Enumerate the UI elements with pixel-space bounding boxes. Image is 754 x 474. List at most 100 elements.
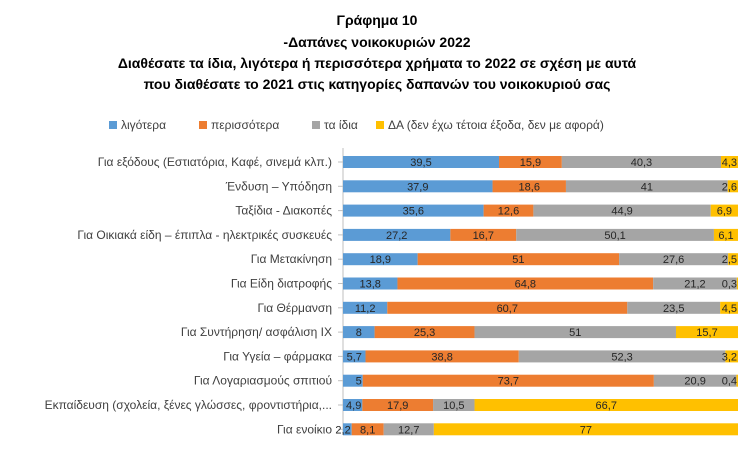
bar-0-8 xyxy=(343,350,366,363)
data-label-3-7: 15,7 xyxy=(696,327,717,339)
category-label-10: Εκπαίδευση (σχολεία, ξένες γλώσσες, φρον… xyxy=(45,398,332,412)
data-label-0-0: 39,5 xyxy=(410,157,431,169)
legend-label-0: λιγότερα xyxy=(121,118,166,132)
bar-3-4 xyxy=(728,253,738,266)
bar-3-2 xyxy=(710,204,738,217)
data-label-0-1: 37,9 xyxy=(407,181,428,193)
category-label-2: Ταξίδια - Διακοπές xyxy=(235,204,332,218)
bar-2-9 xyxy=(653,374,737,387)
bar-2-3 xyxy=(516,228,714,241)
data-label-0-9: 5 xyxy=(356,376,362,388)
legend-swatch-2 xyxy=(312,121,320,129)
data-label-2-5: 21,2 xyxy=(684,279,705,291)
data-label-0-8: 5,7 xyxy=(347,351,362,363)
bar-3-10 xyxy=(474,399,738,411)
bar-2-8 xyxy=(518,350,726,363)
bar-3-1 xyxy=(727,180,738,193)
legend-swatch-0 xyxy=(109,121,117,129)
bar-0-3 xyxy=(343,228,451,241)
bar-2-11 xyxy=(383,423,434,436)
data-label-3-3: 6,1 xyxy=(718,230,733,242)
category-label-9: Για Λογαριασμούς σπιτιού xyxy=(194,374,332,388)
data-label-1-9: 73,7 xyxy=(498,376,519,388)
data-label-1-3: 16,7 xyxy=(473,230,494,242)
data-label-3-9: 0,4 xyxy=(722,376,737,388)
bar-3-5 xyxy=(736,277,738,290)
bar-1-3 xyxy=(450,228,517,241)
category-label-1: Ένδυση – Υπόδηση xyxy=(225,179,332,193)
bar-0-1 xyxy=(343,180,493,193)
legend-swatch-1 xyxy=(199,121,207,129)
bar-0-4 xyxy=(343,253,418,266)
category-label-0: Για εξόδους (Εστιατόρια, Καφέ, σινεμά κλ… xyxy=(98,155,332,169)
data-label-2-3: 50,1 xyxy=(604,230,625,242)
chart-title-line-3: Διαθέσατε τα ίδια, λιγότερα ή περισσότερ… xyxy=(117,55,637,71)
legend-label-1: περισσότερα xyxy=(211,118,279,132)
data-label-0-2: 35,6 xyxy=(403,206,424,218)
data-label-2-11: 12,7 xyxy=(398,424,419,436)
bar-0-11 xyxy=(343,423,352,436)
data-label-3-5: 0,3 xyxy=(722,279,737,291)
chart-title-line-1: Γράφημα 10 xyxy=(336,12,418,28)
bar-1-10 xyxy=(362,399,434,411)
category-label-8: Για Υγεία – φάρμακα xyxy=(223,349,332,363)
bar-0-5 xyxy=(343,277,398,290)
bar-1-2 xyxy=(483,204,534,217)
data-label-0-3: 27,2 xyxy=(386,230,407,242)
data-label-1-2: 12,6 xyxy=(498,206,519,218)
data-label-1-10: 17,9 xyxy=(387,400,408,412)
data-label-3-11: 77 xyxy=(580,424,592,436)
bar-2-5 xyxy=(653,277,737,290)
bar-1-1 xyxy=(492,180,566,193)
bar-0-6 xyxy=(343,301,388,314)
data-label-2-10: 10,5 xyxy=(443,400,464,412)
data-label-3-0: 4,3 xyxy=(722,157,737,169)
data-label-3-4: 2,5 xyxy=(722,254,737,266)
data-label-2-0: 40,3 xyxy=(631,157,652,169)
data-label-2-9: 20,9 xyxy=(684,376,705,388)
legend-swatch-3 xyxy=(376,121,384,129)
bar-1-5 xyxy=(397,277,654,290)
data-label-2-2: 44,9 xyxy=(611,206,632,218)
data-label-2-4: 27,6 xyxy=(663,254,684,266)
data-label-0-4: 18,9 xyxy=(370,254,391,266)
bar-0-2 xyxy=(343,204,484,217)
category-label-3: Για Οικιακά είδη – έπιπλα - ηλεκτρικές σ… xyxy=(77,228,332,242)
data-label-0-7: 8 xyxy=(356,327,362,339)
bar-1-0 xyxy=(499,156,562,168)
data-label-0-6: 11,2 xyxy=(355,303,376,315)
legend-label-2: τα ίδια xyxy=(324,118,358,132)
bar-0-7 xyxy=(343,326,375,339)
bar-0-9 xyxy=(343,374,363,387)
data-label-2-8: 52,3 xyxy=(611,351,632,363)
bar-1-8 xyxy=(365,350,519,363)
category-label-6: Για Θέρμανση xyxy=(258,301,332,315)
data-label-2-1: 41 xyxy=(641,181,653,193)
bar-2-7 xyxy=(474,326,676,339)
bar-3-6 xyxy=(720,301,738,314)
legend-label-3: ΔΑ (δεν έχω τέτοια έξοδα, δεν με αφορά) xyxy=(388,118,604,132)
bar-3-8 xyxy=(725,350,738,363)
bar-1-6 xyxy=(387,301,628,314)
data-label-2-7: 51 xyxy=(569,327,581,339)
data-label-1-8: 38,8 xyxy=(431,351,452,363)
bar-3-9 xyxy=(736,374,738,387)
chart-title-line-2: -Δαπάνες νοικοκυριών 2022 xyxy=(283,34,471,50)
bar-1-4 xyxy=(417,253,620,266)
bar-2-10 xyxy=(433,399,475,411)
bar-3-3 xyxy=(713,228,738,241)
bar-3-7 xyxy=(675,326,738,339)
category-label-4: Για Μετακίνηση xyxy=(251,252,332,266)
bar-1-11 xyxy=(351,423,384,436)
bar-2-1 xyxy=(565,180,728,193)
category-label-11: Για ενοίκιο xyxy=(277,422,332,436)
data-label-3-2: 6,9 xyxy=(717,206,732,218)
data-label-1-5: 64,8 xyxy=(515,279,536,291)
bar-1-9 xyxy=(362,374,654,387)
data-label-3-6: 4,5 xyxy=(722,303,737,315)
bar-1-7 xyxy=(374,326,475,339)
bar-2-2 xyxy=(533,204,711,217)
data-label-0-5: 13,8 xyxy=(360,279,381,291)
